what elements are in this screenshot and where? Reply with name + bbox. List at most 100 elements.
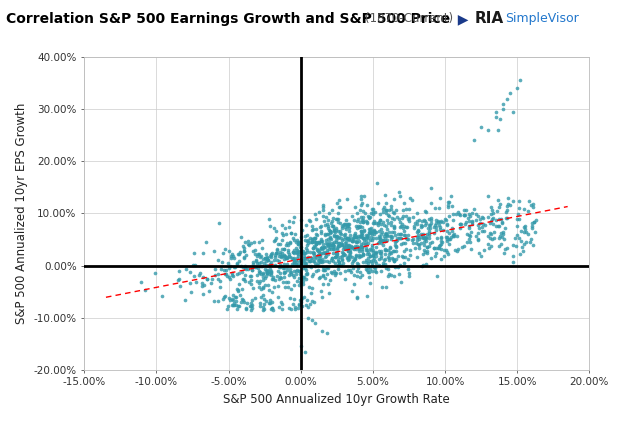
Point: [318, 327, 328, 334]
Point: [520, 223, 530, 230]
Point: [266, 269, 276, 275]
Point: [265, 287, 275, 293]
Point: [281, 231, 291, 237]
Point: [301, 242, 311, 249]
Point: [310, 260, 320, 266]
Point: [382, 225, 392, 232]
Point: [322, 330, 332, 337]
Point: [301, 221, 311, 228]
Point: [356, 195, 366, 202]
Point: [324, 258, 334, 265]
Point: [262, 270, 272, 277]
Point: [296, 234, 306, 240]
Point: [233, 302, 243, 309]
Point: [250, 264, 260, 270]
Point: [301, 247, 311, 253]
Point: [332, 250, 342, 256]
Point: [228, 297, 238, 304]
Point: [424, 235, 434, 242]
Point: [496, 230, 506, 237]
Point: [358, 208, 368, 214]
Point: [336, 240, 346, 246]
Point: [465, 213, 475, 219]
Point: [286, 271, 296, 278]
Point: [381, 229, 391, 236]
Point: [221, 267, 231, 274]
Point: [485, 242, 495, 249]
Point: [186, 289, 196, 296]
Point: [342, 243, 352, 250]
Point: [467, 221, 477, 227]
Point: [442, 222, 452, 229]
Point: [368, 256, 378, 263]
Point: [344, 235, 354, 242]
Point: [320, 231, 330, 237]
Point: [322, 258, 332, 264]
Point: [268, 276, 278, 282]
Point: [412, 253, 422, 260]
Point: [483, 233, 493, 240]
Point: [331, 250, 341, 256]
Point: [369, 217, 379, 224]
Point: [251, 277, 261, 284]
Point: [336, 241, 346, 248]
Point: [358, 217, 368, 224]
Point: [285, 239, 295, 246]
Point: [399, 200, 409, 207]
Point: [447, 227, 457, 234]
Point: [232, 286, 242, 293]
Point: [368, 209, 378, 216]
Point: [395, 192, 405, 199]
Point: [399, 259, 409, 266]
Point: [417, 251, 427, 258]
Point: [399, 248, 409, 254]
Point: [349, 232, 359, 239]
Point: [368, 252, 378, 258]
Point: [377, 238, 387, 245]
Point: [340, 275, 350, 282]
Point: [270, 254, 280, 261]
Point: [311, 253, 321, 260]
Point: [292, 255, 302, 261]
Point: [311, 245, 321, 252]
Point: [296, 247, 306, 253]
Point: [402, 236, 412, 242]
Point: [347, 287, 357, 294]
Point: [339, 221, 349, 228]
Point: [336, 231, 346, 238]
Point: [358, 251, 368, 258]
Point: [352, 267, 362, 274]
Point: [435, 225, 445, 232]
Point: [509, 252, 519, 259]
Point: [514, 204, 524, 211]
Point: [317, 258, 327, 265]
Point: [383, 273, 393, 280]
Point: [261, 250, 271, 257]
Point: [337, 248, 347, 255]
Point: [486, 204, 496, 210]
Point: [224, 264, 234, 271]
Point: [273, 240, 283, 247]
Point: [466, 239, 475, 245]
Point: [369, 264, 379, 270]
Point: [467, 209, 477, 216]
Point: [342, 235, 352, 242]
Point: [337, 256, 347, 263]
Point: [449, 233, 459, 240]
Point: [258, 291, 268, 298]
Point: [246, 277, 256, 284]
Point: [432, 245, 442, 251]
Point: [364, 214, 374, 221]
Point: [337, 237, 347, 244]
Point: [371, 220, 381, 227]
Point: [446, 192, 456, 199]
Point: [455, 220, 465, 227]
Point: [417, 218, 427, 225]
Point: [487, 235, 497, 242]
Point: [281, 266, 291, 273]
Point: [271, 247, 281, 253]
Point: [361, 232, 371, 239]
Point: [261, 266, 271, 273]
Point: [467, 219, 477, 226]
Point: [419, 246, 429, 253]
